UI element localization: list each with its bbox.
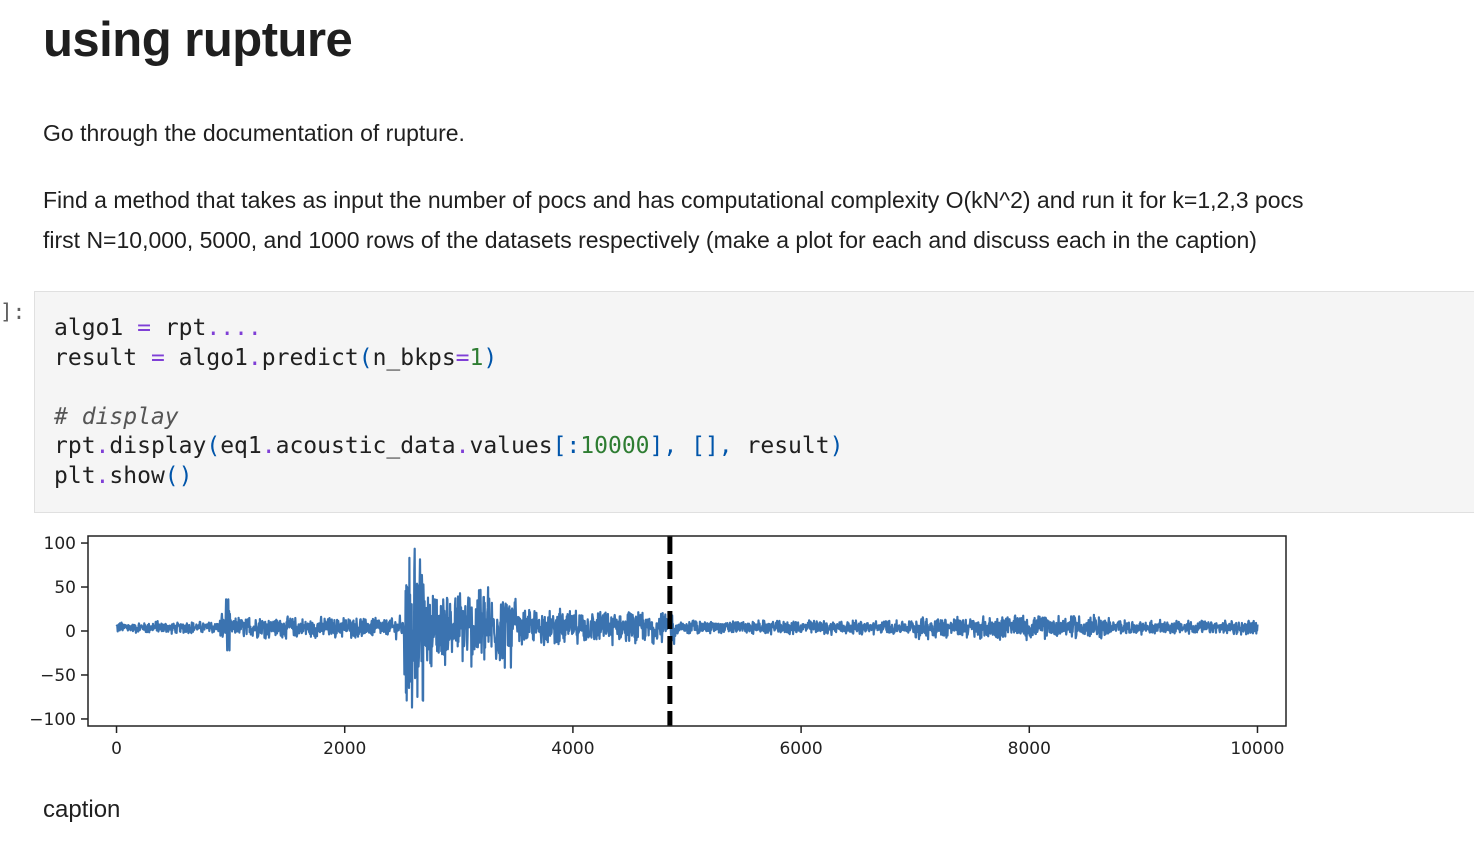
code-token: algo1 <box>178 344 248 371</box>
code-token: () <box>164 462 193 489</box>
task-paragraph-line-1: Find a method that takes as input the nu… <box>43 187 1304 213</box>
code-token: .... <box>206 315 262 341</box>
code-cell[interactable]: algo1 = rpt.... result = algo1.predict(n… <box>34 291 1474 513</box>
code-token: . <box>455 433 470 459</box>
code-token: eq1 <box>220 433 262 459</box>
signal-line <box>115 547 1259 709</box>
code-token: acoustic_data <box>275 433 456 459</box>
code-token: values <box>469 433 553 459</box>
code-token: result <box>54 344 138 371</box>
x-tick-label: 8000 <box>1008 739 1051 759</box>
code-token: [], <box>691 433 733 459</box>
intro-paragraph: Go through the documentation of rupture. <box>43 120 465 146</box>
code-token: = <box>150 344 165 371</box>
y-tick-label: −100 <box>29 710 76 730</box>
task-paragraph-line-2: first N=10,000, 5000, and 1000 rows of t… <box>43 227 1257 253</box>
code-token: show <box>109 462 165 489</box>
code-token: . <box>95 433 110 459</box>
x-tick-label: 0 <box>111 739 122 759</box>
x-tick-label: 4000 <box>551 739 594 759</box>
code-token: rpt <box>164 315 207 341</box>
code-token: . <box>261 433 276 459</box>
y-tick-label: 100 <box>44 534 76 554</box>
code-token: result <box>746 433 830 459</box>
y-tick-label: 50 <box>54 578 76 598</box>
code-token: algo1 <box>54 315 124 341</box>
code-token: ) <box>829 433 844 459</box>
code-token: . <box>95 462 110 489</box>
breakpoint-plot: 0 2000 4000 6000 8000 10000 100 50 0 −50 −100 <box>29 534 1287 759</box>
code-token: rpt <box>54 433 96 459</box>
code-token: . <box>247 344 262 371</box>
code-token: = <box>137 315 151 341</box>
code-token: = <box>455 344 470 371</box>
code-token: 1 <box>469 344 484 371</box>
y-tick-label: 0 <box>65 622 76 642</box>
x-tick-label: 10000 <box>1230 739 1284 759</box>
x-tick-label: 2000 <box>323 739 366 759</box>
code-token: plt <box>54 462 96 489</box>
code-token: [: <box>552 433 581 459</box>
code-comment: # display <box>54 403 179 430</box>
y-tick-label: −50 <box>40 666 76 686</box>
code-token: display <box>109 433 207 459</box>
x-tick-label: 6000 <box>779 739 822 759</box>
code-token: ) <box>483 344 498 371</box>
code-token: predict <box>261 344 359 371</box>
code-token: 10000 <box>580 433 650 459</box>
code-token: n_bkps <box>372 344 456 371</box>
caption-text: caption <box>43 796 121 823</box>
code-token: ( <box>206 433 221 459</box>
cell-prompt: ]: <box>0 300 26 324</box>
code-editor[interactable]: algo1 = rpt.... result = algo1.predict(n… <box>54 314 843 491</box>
code-token: ], <box>649 433 678 459</box>
plot-axes: 0 2000 4000 6000 8000 10000 100 50 0 −50 −100 <box>29 534 1287 759</box>
page-title: using rupture <box>43 13 353 67</box>
signal-series <box>115 547 1259 709</box>
code-token: ( <box>358 344 373 371</box>
